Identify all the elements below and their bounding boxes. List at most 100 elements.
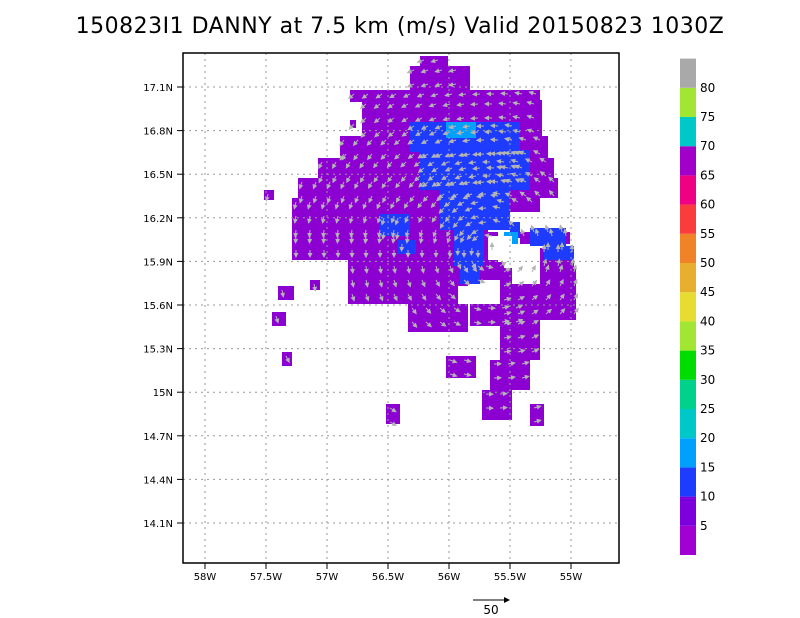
wind-arrow xyxy=(318,161,323,170)
wind-arrow xyxy=(458,166,467,172)
colorbar-segment xyxy=(680,438,696,468)
wind-arrow xyxy=(427,175,435,181)
lat-tick-label: 15N xyxy=(153,388,173,399)
wind-arrow xyxy=(373,117,381,124)
wind-arrow xyxy=(559,293,565,301)
wind-arrow xyxy=(485,264,494,270)
wind-arrow xyxy=(478,219,487,225)
wind-arrow xyxy=(444,92,453,98)
wind-arrow xyxy=(340,195,346,204)
wind-arrow xyxy=(472,179,481,185)
wind-arrow xyxy=(392,293,398,302)
wind-arrow xyxy=(341,153,347,161)
wind-arrow xyxy=(326,181,332,190)
wind-arrow xyxy=(354,181,359,190)
wind-arrow xyxy=(449,372,458,378)
wind-arrow xyxy=(531,348,540,354)
wind-arrow xyxy=(463,279,471,286)
wind-arrow xyxy=(443,201,451,208)
wind-arrow xyxy=(335,229,341,238)
wind-arrow xyxy=(518,150,527,156)
wind-arrow xyxy=(518,178,527,183)
wind-arrow xyxy=(264,193,270,202)
colorbar-label: 80 xyxy=(700,81,715,95)
wind-cell xyxy=(544,246,574,260)
no-data-cell xyxy=(546,200,558,214)
colorbar-segment xyxy=(680,233,696,263)
wind-arrow xyxy=(292,201,298,210)
wind-arrow xyxy=(548,228,554,237)
wind-arrow xyxy=(440,161,449,166)
wind-arrow xyxy=(520,228,526,237)
wind-arrow xyxy=(306,201,312,210)
lon-tick-label: 56W xyxy=(438,572,461,583)
lon-tick-label: 57W xyxy=(316,572,339,583)
wind-arrow xyxy=(452,221,459,229)
wind-arrow xyxy=(449,279,455,287)
wind-arrow xyxy=(462,180,471,186)
wind-arrow xyxy=(432,235,438,244)
wind-arrow xyxy=(392,265,397,274)
wind-arrow xyxy=(435,181,443,187)
lon-tick-label: 55W xyxy=(560,572,583,583)
wind-arrow xyxy=(454,160,463,166)
wind-arrow xyxy=(407,153,415,159)
wind-arrow xyxy=(432,229,438,238)
wind-arrow xyxy=(514,164,523,170)
wind-arrow xyxy=(458,91,467,97)
wind-arrow xyxy=(420,125,429,130)
wind-arrow xyxy=(446,229,451,238)
wind-cell xyxy=(460,262,480,284)
plot-frame xyxy=(182,52,620,564)
wind-arrow xyxy=(449,293,456,300)
wind-arrow xyxy=(348,123,355,130)
wind-arrow xyxy=(390,229,396,238)
wind-arrow xyxy=(451,207,459,213)
wind-arrow xyxy=(507,361,516,367)
wind-arrow xyxy=(544,224,550,233)
wind-arrow xyxy=(533,177,541,183)
wind-arrow xyxy=(459,229,465,237)
longitude-axis: 58W 57.5W 57W 56.5W 56W 55.5W 55W xyxy=(194,563,583,583)
wind-arrow xyxy=(573,293,579,301)
colorbar-label: 5 xyxy=(700,519,708,533)
wind-arrow xyxy=(407,125,415,131)
wind-arrow xyxy=(347,93,355,100)
wind-arrow xyxy=(531,279,538,287)
no-data-cell xyxy=(508,252,538,268)
wind-arrow xyxy=(466,233,473,240)
wind-arrow xyxy=(434,124,443,130)
wind-arrow xyxy=(431,167,439,173)
wind-arrow xyxy=(492,191,501,196)
colorbar-segment xyxy=(680,146,696,176)
wind-arrow xyxy=(406,279,412,288)
colorbar-label: 30 xyxy=(700,373,715,387)
wind-arrow xyxy=(500,178,509,184)
wind-arrow xyxy=(428,102,437,108)
wind-arrow xyxy=(473,320,482,326)
lat-tick-label: 16.8N xyxy=(143,127,173,138)
wind-arrow xyxy=(348,215,354,224)
wind-arrow xyxy=(524,158,533,163)
colorbar: 5 10 15 20 25 30 35 40 45 50 55 60 65 70 75 80 xyxy=(680,58,715,555)
wind-arrow xyxy=(498,101,507,107)
wind-arrow xyxy=(453,307,461,313)
wind-arrow xyxy=(361,93,369,99)
wind-arrow xyxy=(531,309,539,315)
wind-arrow xyxy=(320,201,326,210)
wind-arrow xyxy=(503,282,512,288)
wind-arrow xyxy=(556,258,562,267)
lat-tick-label: 17.1N xyxy=(143,83,173,94)
wind-arrow xyxy=(456,102,465,107)
wind-arrow xyxy=(354,195,360,204)
wind-arrow xyxy=(378,293,384,302)
no-data-cell xyxy=(458,286,472,302)
wind-arrow xyxy=(353,153,359,161)
wind-arrow xyxy=(448,68,457,74)
wind-cell xyxy=(264,190,274,200)
wind-arrow xyxy=(570,258,576,267)
wind-arrow xyxy=(312,195,318,204)
wind-arrow xyxy=(349,235,355,244)
wind-arrow xyxy=(430,153,439,158)
wind-arrow xyxy=(500,150,509,156)
